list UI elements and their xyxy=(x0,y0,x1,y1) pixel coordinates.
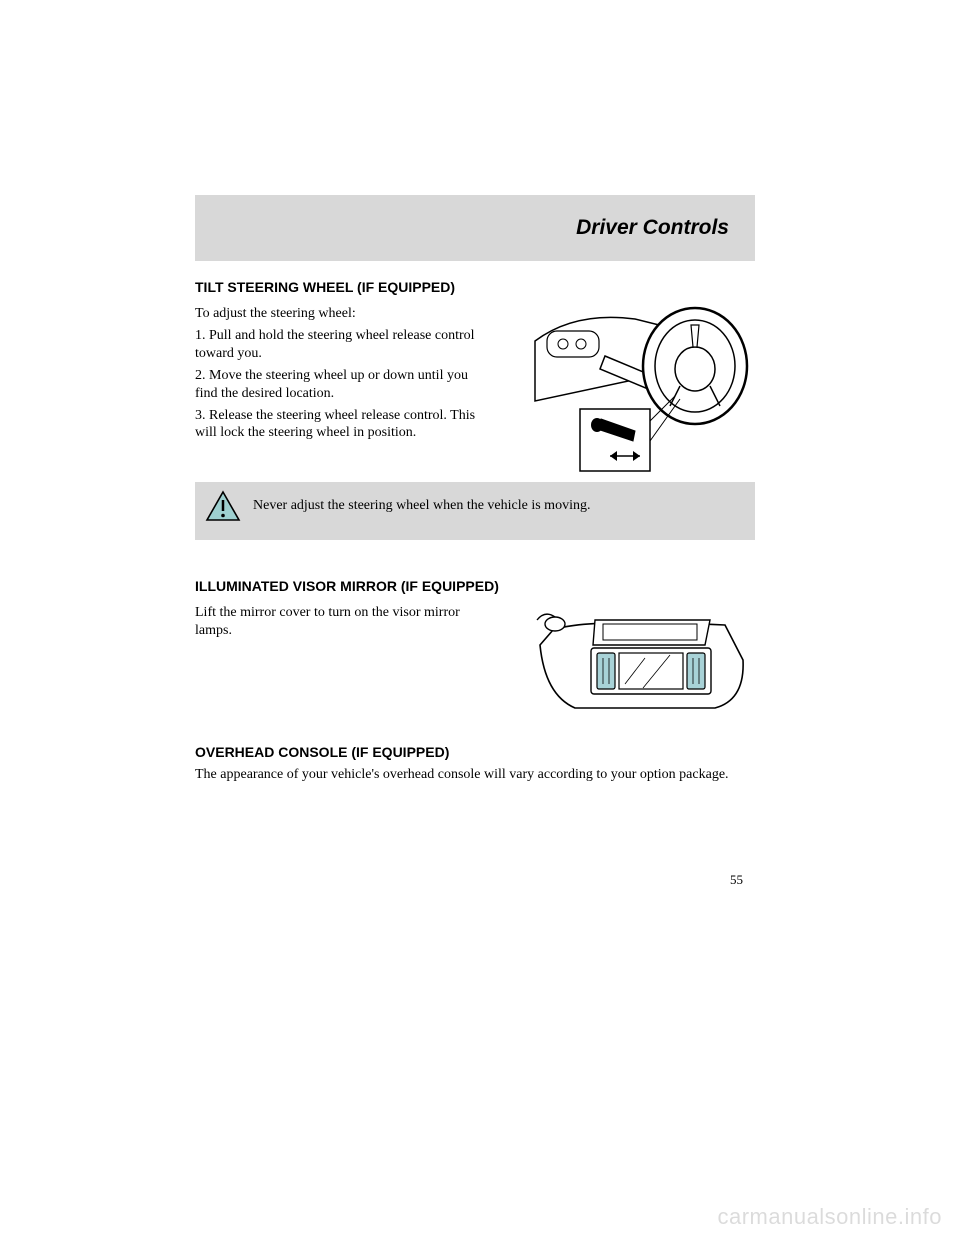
page-number: 55 xyxy=(730,872,743,888)
watermark-text: carmanualsonline.info xyxy=(717,1204,942,1230)
steering-wheel-illustration xyxy=(495,301,755,476)
section-title: Driver Controls xyxy=(576,216,729,240)
warning-icon xyxy=(205,490,241,522)
tilt-steering-row: To adjust the steering wheel: 1. Pull an… xyxy=(195,301,755,476)
step-3: 3. Release the steering wheel release co… xyxy=(195,407,485,443)
overhead-console-heading: OVERHEAD CONSOLE (IF EQUIPPED) xyxy=(195,744,755,760)
tilt-steering-text: To adjust the steering wheel: 1. Pull an… xyxy=(195,301,485,446)
page-content: Driver Controls TILT STEERING WHEEL (IF … xyxy=(195,195,755,788)
visor-mirror-text-col: Lift the mirror cover to turn on the vis… xyxy=(195,600,485,644)
step-1: 1. Pull and hold the steering wheel rele… xyxy=(195,327,485,363)
warning-callout: Never adjust the steering wheel when the… xyxy=(195,482,755,540)
warning-text: Never adjust the steering wheel when the… xyxy=(253,497,590,515)
step-2: 2. Move the steering wheel up or down un… xyxy=(195,367,485,403)
visor-mirror-row: Lift the mirror cover to turn on the vis… xyxy=(195,600,755,720)
intro-text: To adjust the steering wheel: xyxy=(195,305,485,323)
visor-mirror-text: Lift the mirror cover to turn on the vis… xyxy=(195,604,485,640)
overhead-console-text: The appearance of your vehicle's overhea… xyxy=(195,766,755,784)
header-band: Driver Controls xyxy=(195,195,755,261)
visor-mirror-illustration xyxy=(495,600,755,720)
visor-mirror-heading: ILLUMINATED VISOR MIRROR (IF EQUIPPED) xyxy=(195,578,755,594)
tilt-steering-heading: TILT STEERING WHEEL (IF EQUIPPED) xyxy=(195,279,755,295)
